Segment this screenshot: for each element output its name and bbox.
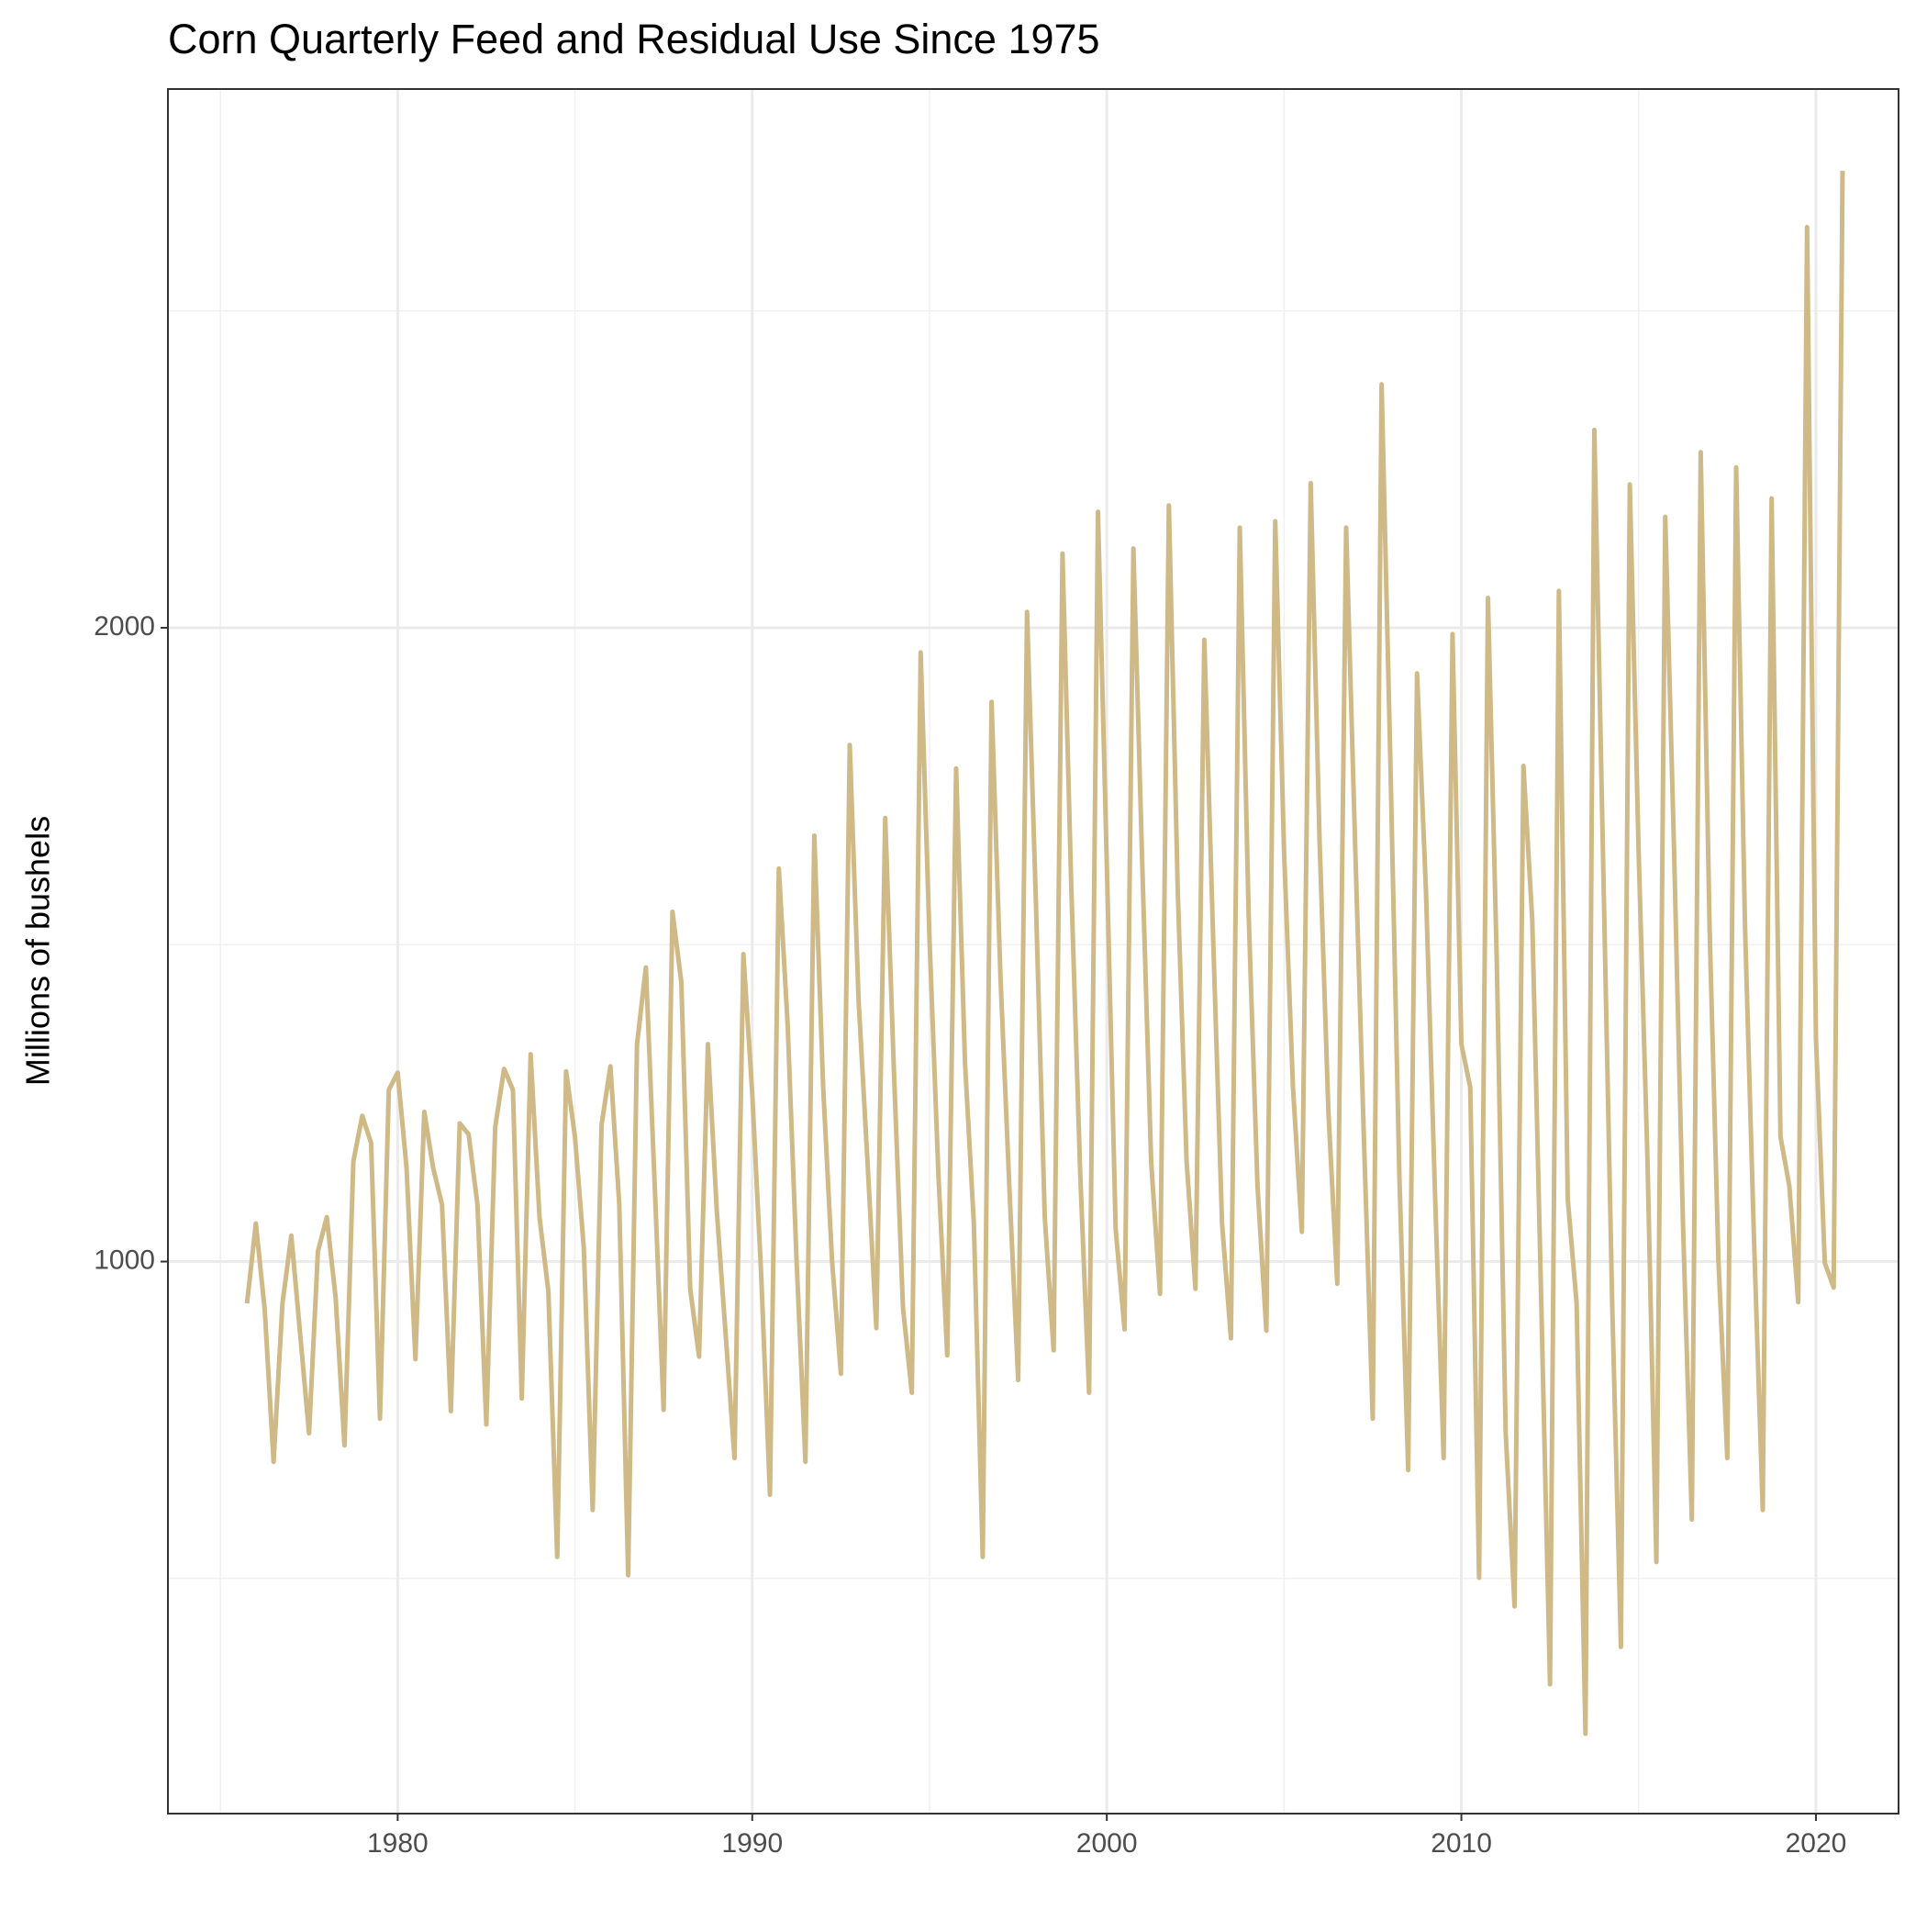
- y-tick-label: 2000: [94, 611, 155, 642]
- x-tick-label: 1980: [367, 1828, 429, 1859]
- x-tick-label: 2010: [1431, 1828, 1492, 1859]
- chart-title: Corn Quarterly Feed and Residual Use Sin…: [168, 16, 1100, 62]
- plot-border: [167, 88, 1899, 1815]
- data-line: [244, 171, 1845, 1737]
- x-tick-label: 2000: [1076, 1828, 1138, 1859]
- y-axis-label: Millions of bushels: [19, 816, 57, 1086]
- y-tick-label: 1000: [94, 1245, 155, 1275]
- x-tick-label: 2020: [1786, 1828, 1847, 1859]
- x-tick-label: 1990: [721, 1828, 783, 1859]
